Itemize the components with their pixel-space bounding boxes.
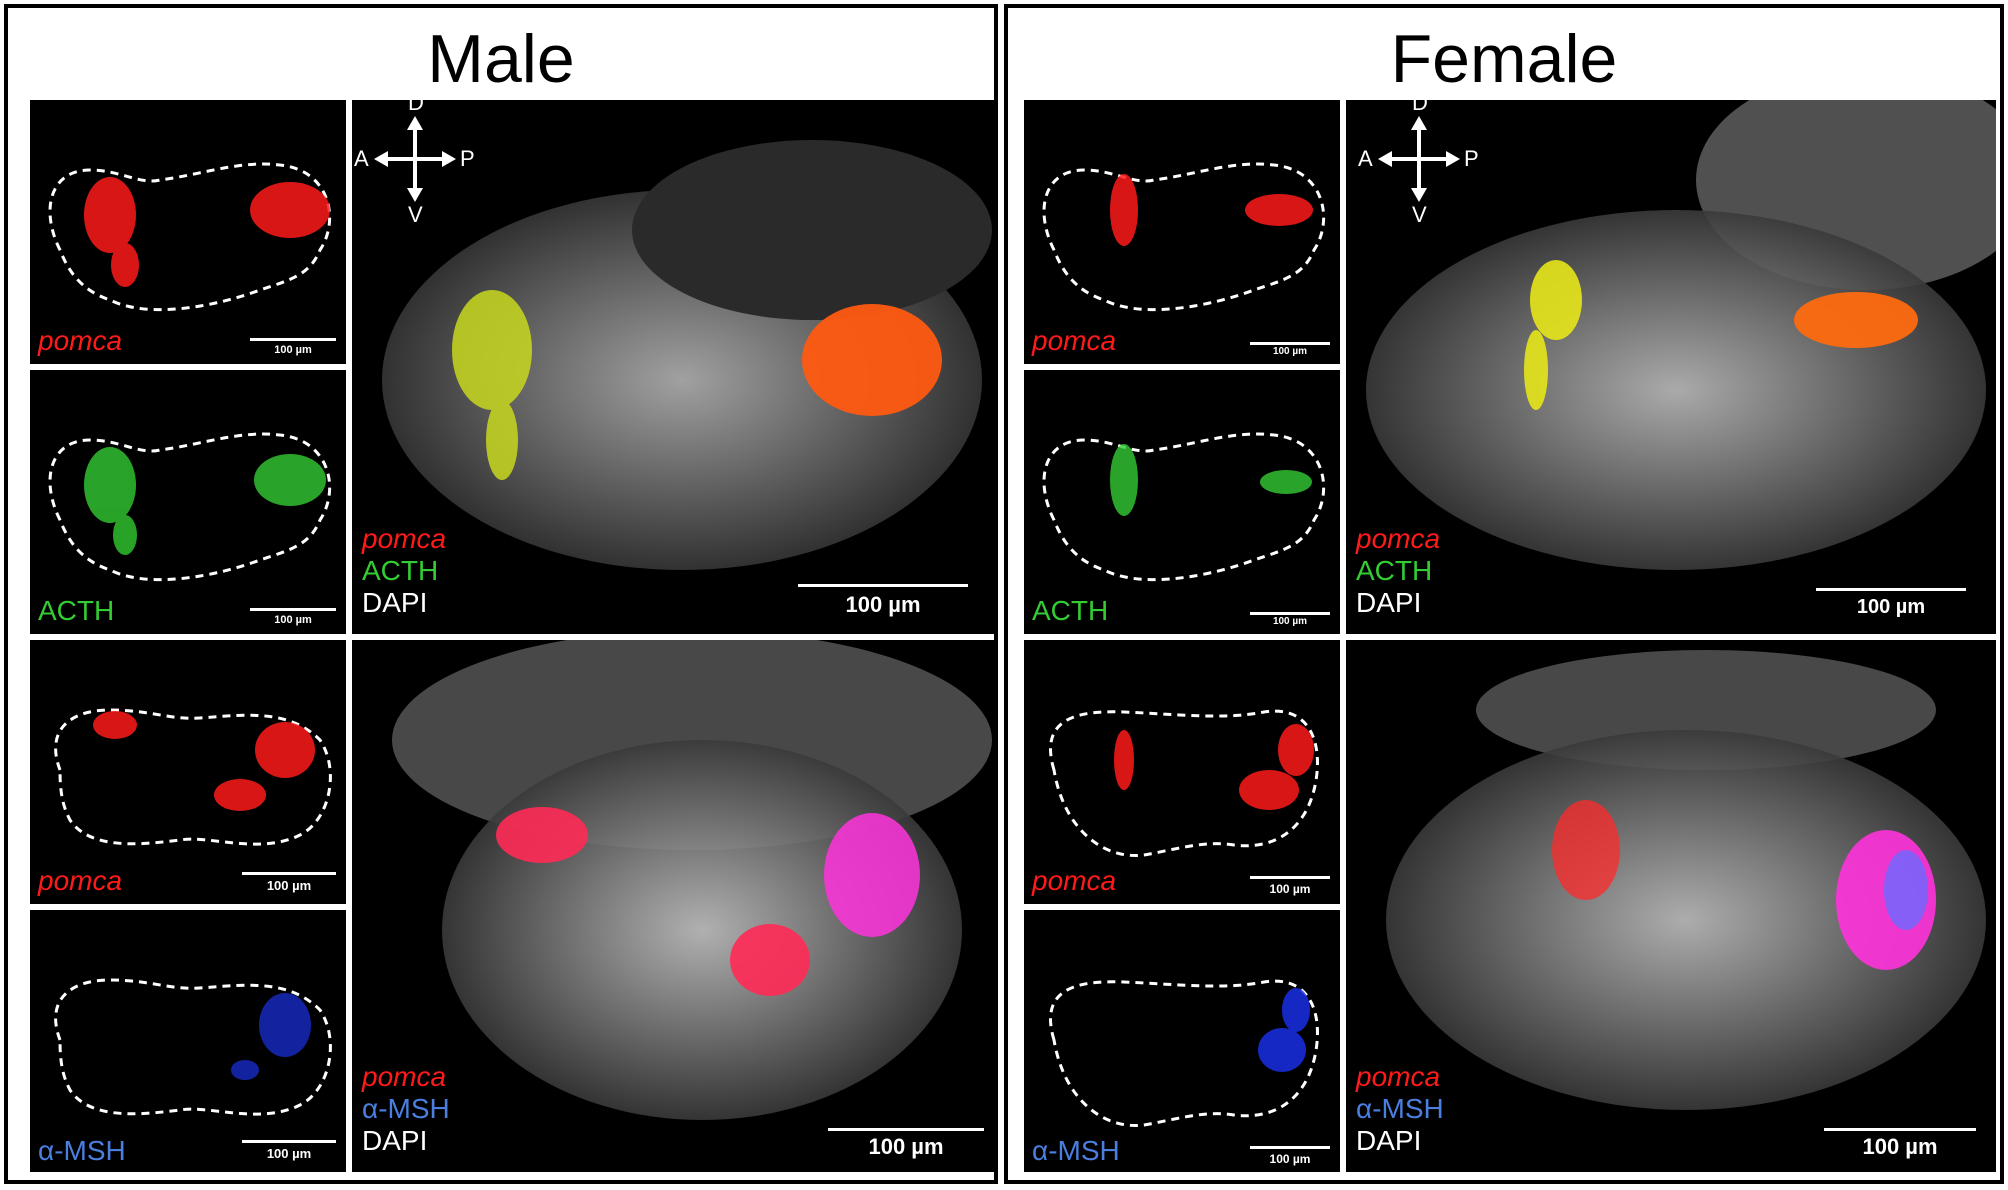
orientation-compass: D V A P bbox=[1358, 100, 1479, 227]
compass-ventral: V bbox=[408, 202, 423, 227]
male-group: Male pomca 100 µm bbox=[4, 4, 998, 1184]
compass-posterior: P bbox=[1464, 146, 1479, 171]
scale-text: 100 µm bbox=[266, 1146, 312, 1161]
label-acth: ACTH bbox=[1032, 595, 1109, 626]
tissue-outline bbox=[54, 978, 332, 1116]
label-pomca: pomca bbox=[1356, 1061, 1441, 1092]
label-pomca: pomca bbox=[38, 325, 123, 356]
label-acth: ACTH bbox=[38, 595, 115, 626]
label-msh: α-MSH bbox=[362, 1093, 450, 1124]
scale-bar bbox=[242, 872, 336, 875]
male-small-panel-acth: ACTH 100 µm bbox=[30, 370, 346, 634]
scale-bar bbox=[1816, 588, 1966, 591]
female-merged-panel-msh: pomca α-MSH DAPI 100 µm bbox=[1346, 640, 1996, 1172]
scale-text: 100 µm bbox=[1272, 346, 1308, 357]
scale-bar bbox=[1250, 612, 1330, 615]
male-merged-panel-acth: D V A P pomca ACTH DAPI 100 µm bbox=[352, 100, 994, 634]
label-pomca: pomca bbox=[362, 1061, 447, 1092]
label-acth: ACTH bbox=[362, 555, 439, 586]
label-msh: α-MSH bbox=[1356, 1093, 1444, 1124]
merged-micrograph bbox=[382, 140, 992, 570]
compass-posterior: P bbox=[460, 146, 475, 171]
scale-bar bbox=[1824, 1128, 1976, 1131]
tissue-outline bbox=[1049, 709, 1319, 858]
scale-bar bbox=[1250, 1146, 1330, 1149]
scale-text: 100 µm bbox=[266, 878, 312, 893]
female-group: Female pomca 100 µm AC bbox=[1004, 4, 2004, 1184]
compass-arrows-icon bbox=[374, 116, 456, 202]
scale-text: 100 µm bbox=[845, 592, 921, 617]
scale-text: 100 µm bbox=[274, 614, 312, 626]
female-small-panel-pomca-top: pomca 100 µm bbox=[1024, 100, 1340, 364]
label-pomca: pomca bbox=[1356, 523, 1441, 554]
male-small-panel-msh: α-MSH 100 µm bbox=[30, 910, 346, 1172]
tissue-outline bbox=[1042, 162, 1326, 312]
scale-bar bbox=[242, 1140, 336, 1143]
label-pomca: pomca bbox=[362, 523, 447, 554]
scale-text: 100 µm bbox=[1269, 1152, 1311, 1166]
compass-ventral: V bbox=[1412, 202, 1427, 227]
compass-anterior: A bbox=[1358, 146, 1373, 171]
label-dapi: DAPI bbox=[1356, 1125, 1422, 1156]
tissue-outline bbox=[48, 432, 332, 582]
tissue-outline bbox=[54, 708, 332, 846]
scale-text: 100 µm bbox=[1272, 616, 1308, 627]
scale-text: 100 µm bbox=[1862, 1134, 1938, 1159]
compass-dorsal: D bbox=[408, 100, 424, 115]
group-title-male: Male bbox=[427, 21, 575, 97]
label-msh: α-MSH bbox=[38, 1135, 126, 1166]
label-dapi: DAPI bbox=[1356, 587, 1422, 618]
female-small-panel-msh: α-MSH 100 µm bbox=[1024, 910, 1340, 1172]
scale-text: 100 µm bbox=[1269, 882, 1311, 896]
scale-text: 100 µm bbox=[274, 344, 312, 356]
male-merged-panel-msh: pomca α-MSH DAPI 100 µm bbox=[352, 640, 994, 1172]
label-dapi: DAPI bbox=[362, 1125, 428, 1156]
label-pomca: pomca bbox=[1032, 325, 1117, 356]
scale-bar bbox=[250, 608, 336, 611]
tissue-outline bbox=[48, 162, 332, 312]
label-msh: α-MSH bbox=[1032, 1135, 1120, 1166]
compass-dorsal: D bbox=[1412, 100, 1428, 115]
tissue-outline bbox=[1049, 979, 1319, 1128]
label-pomca: pomca bbox=[38, 865, 123, 896]
compass-anterior: A bbox=[354, 146, 369, 171]
compass-arrows-icon bbox=[1378, 116, 1460, 202]
orientation-compass: D V A P bbox=[354, 100, 475, 227]
scale-bar bbox=[250, 338, 336, 341]
label-pomca: pomca bbox=[1032, 865, 1117, 896]
scale-text: 100 µm bbox=[868, 1134, 944, 1159]
label-acth: ACTH bbox=[1356, 555, 1433, 586]
label-dapi: DAPI bbox=[362, 587, 428, 618]
tissue-outline bbox=[1042, 432, 1326, 582]
merged-micrograph bbox=[1366, 100, 1996, 570]
merged-micrograph bbox=[392, 640, 992, 1120]
scale-bar bbox=[1250, 876, 1330, 879]
scale-bar bbox=[828, 1128, 984, 1131]
scale-bar bbox=[1250, 342, 1330, 345]
scale-bar bbox=[798, 584, 968, 587]
scale-text: 100 µm bbox=[1856, 596, 1926, 618]
male-small-panel-pomca-bottom: pomca 100 µm bbox=[30, 640, 346, 904]
group-title-female: Female bbox=[1390, 21, 1618, 97]
male-small-panel-pomca-top: pomca 100 µm bbox=[30, 100, 346, 364]
merged-micrograph bbox=[1386, 650, 1986, 1110]
female-small-panel-acth: ACTH 100 µm bbox=[1024, 370, 1340, 634]
female-merged-panel-acth: D V A P pomca ACTH DAPI 100 µm bbox=[1346, 100, 1996, 634]
female-small-panel-pomca-bottom: pomca 100 µm bbox=[1024, 640, 1340, 904]
